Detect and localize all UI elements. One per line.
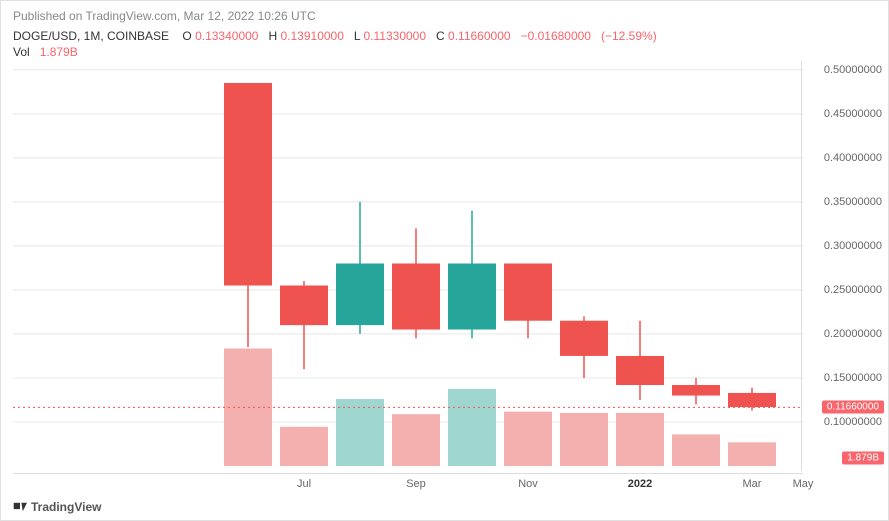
volume-bar	[560, 413, 608, 466]
vol-label: Vol	[13, 45, 30, 59]
chart-svg[interactable]	[13, 61, 803, 471]
volume-bar	[392, 414, 440, 466]
y-tick-label: 0.25000000	[824, 284, 882, 296]
ohlc-l-value: 0.11330000	[364, 29, 427, 43]
publish-header: Published on TradingView.com, Mar 12, 20…	[13, 9, 316, 23]
candle-body[interactable]	[616, 356, 664, 385]
candle-body[interactable]	[560, 321, 608, 356]
candle-body[interactable]	[672, 385, 720, 396]
ohlc-c-label: C	[436, 29, 445, 43]
chart-area[interactable]	[13, 61, 803, 471]
symbol-name: DOGE/USD, 1M, COINBASE	[13, 29, 169, 43]
ohlc-o-label: O	[182, 29, 191, 43]
volume-bar	[728, 442, 776, 466]
x-tick-label: May	[793, 478, 814, 490]
vol-value: 1.879B	[40, 45, 78, 59]
footer-brand: TradingView	[13, 500, 101, 514]
y-tick-label: 0.35000000	[824, 196, 882, 208]
ohlc-h-value: 0.13910000	[281, 29, 344, 43]
ohlc-l-label: L	[354, 29, 360, 43]
y-tick-label: 0.40000000	[824, 152, 882, 164]
volume-bar	[504, 412, 552, 466]
y-axis: 0.50000000 0.45000000 0.40000000 0.35000000…	[801, 61, 888, 471]
x-axis: JulSepNov2022MarMay	[13, 473, 803, 493]
x-tick-label: Nov	[518, 478, 538, 490]
y-tick-label: 0.30000000	[824, 240, 882, 252]
price-tag: 0.11660000	[822, 401, 884, 414]
candle-body[interactable]	[336, 264, 384, 326]
x-tick-label: Mar	[743, 478, 762, 490]
candle-body[interactable]	[392, 264, 440, 330]
candle-body[interactable]	[224, 83, 272, 286]
y-tick-label: 0.50000000	[824, 64, 882, 76]
publish-text: Published on TradingView.com, Mar 12, 20…	[13, 9, 316, 23]
y-tick-label: 0.10000000	[824, 416, 882, 428]
candle-body[interactable]	[448, 264, 496, 330]
volume-bar	[280, 427, 328, 466]
volume-tag: 1.879B	[842, 452, 884, 465]
change-pct: (−12.59%)	[601, 29, 657, 43]
y-tick-label: 0.45000000	[824, 108, 882, 120]
volume-info-row: Vol 1.879B	[13, 45, 78, 59]
volume-bar	[616, 413, 664, 466]
change-abs: −0.01680000	[521, 29, 591, 43]
volume-bar	[448, 389, 496, 466]
ohlc-h-label: H	[268, 29, 277, 43]
candle-body[interactable]	[280, 286, 328, 326]
x-tick-label: Jul	[297, 478, 311, 490]
y-tick-label: 0.20000000	[824, 328, 882, 340]
y-tick-label: 0.15000000	[824, 372, 882, 384]
tradingview-logo-icon	[13, 500, 27, 514]
x-tick-label: 2022	[628, 478, 652, 490]
candle-body[interactable]	[728, 393, 776, 407]
symbol-info-row: DOGE/USD, 1M, COINBASE O 0.13340000 H 0.…	[13, 29, 657, 43]
ohlc-c-value: 0.11660000	[448, 29, 511, 43]
ohlc-o-value: 0.13340000	[195, 29, 258, 43]
volume-bar	[336, 399, 384, 466]
volume-bar	[672, 434, 720, 466]
candle-body[interactable]	[504, 264, 552, 321]
footer-brand-text: TradingView	[31, 500, 101, 514]
x-tick-label: Sep	[406, 478, 426, 490]
